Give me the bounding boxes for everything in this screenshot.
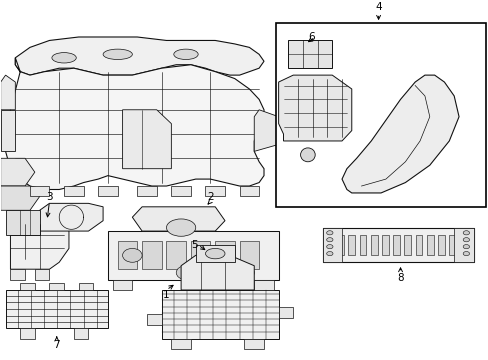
Text: 4: 4 <box>374 2 381 12</box>
Polygon shape <box>404 234 410 255</box>
Polygon shape <box>392 234 399 255</box>
Ellipse shape <box>176 266 195 280</box>
Ellipse shape <box>326 252 332 256</box>
Polygon shape <box>147 314 161 325</box>
Bar <box>276 23 485 207</box>
Polygon shape <box>381 234 388 255</box>
Polygon shape <box>359 234 366 255</box>
Polygon shape <box>278 307 293 318</box>
Polygon shape <box>35 269 49 280</box>
Polygon shape <box>10 221 69 269</box>
Polygon shape <box>5 58 264 189</box>
Polygon shape <box>288 40 331 68</box>
Polygon shape <box>5 290 108 328</box>
Ellipse shape <box>462 231 468 235</box>
Text: 1: 1 <box>163 290 169 300</box>
Polygon shape <box>108 231 278 280</box>
Polygon shape <box>171 338 190 349</box>
Ellipse shape <box>166 219 195 236</box>
Polygon shape <box>341 75 458 193</box>
Polygon shape <box>254 280 273 290</box>
Ellipse shape <box>173 49 198 59</box>
Polygon shape <box>415 234 422 255</box>
Polygon shape <box>30 186 49 197</box>
Polygon shape <box>142 242 161 269</box>
Polygon shape <box>205 186 224 197</box>
Polygon shape <box>254 110 278 151</box>
Polygon shape <box>453 228 473 262</box>
Polygon shape <box>278 75 351 141</box>
Ellipse shape <box>326 244 332 249</box>
Polygon shape <box>40 203 103 231</box>
Text: 5: 5 <box>191 240 198 250</box>
Polygon shape <box>347 234 354 255</box>
Polygon shape <box>239 186 259 197</box>
Polygon shape <box>20 283 35 290</box>
Polygon shape <box>0 186 40 210</box>
Polygon shape <box>426 234 433 255</box>
Polygon shape <box>322 228 341 262</box>
Polygon shape <box>118 242 137 269</box>
Polygon shape <box>239 242 259 269</box>
Ellipse shape <box>462 238 468 242</box>
Text: 6: 6 <box>308 32 315 42</box>
Ellipse shape <box>326 238 332 242</box>
Polygon shape <box>74 328 88 338</box>
Polygon shape <box>171 186 190 197</box>
Polygon shape <box>437 234 444 255</box>
Polygon shape <box>181 255 254 290</box>
Polygon shape <box>132 207 224 231</box>
Ellipse shape <box>462 244 468 249</box>
Polygon shape <box>166 242 185 269</box>
Text: 7: 7 <box>53 340 60 350</box>
Ellipse shape <box>462 252 468 256</box>
Polygon shape <box>5 210 40 234</box>
Polygon shape <box>448 234 455 255</box>
Polygon shape <box>137 186 157 197</box>
Polygon shape <box>10 269 25 280</box>
Polygon shape <box>15 37 264 75</box>
Polygon shape <box>336 234 343 255</box>
Ellipse shape <box>326 231 332 235</box>
Ellipse shape <box>300 148 315 162</box>
Polygon shape <box>244 338 264 349</box>
Text: 8: 8 <box>396 273 403 283</box>
Polygon shape <box>20 328 35 338</box>
Polygon shape <box>64 186 83 197</box>
Ellipse shape <box>122 248 142 262</box>
Polygon shape <box>0 110 15 151</box>
Text: 2: 2 <box>206 192 213 202</box>
Polygon shape <box>190 242 210 269</box>
Polygon shape <box>370 234 377 255</box>
Polygon shape <box>113 280 132 290</box>
Polygon shape <box>322 228 473 262</box>
Ellipse shape <box>234 266 254 280</box>
Polygon shape <box>0 75 15 110</box>
Polygon shape <box>0 158 35 186</box>
Polygon shape <box>122 110 171 169</box>
Ellipse shape <box>103 49 132 59</box>
Polygon shape <box>79 283 93 290</box>
Polygon shape <box>49 283 64 290</box>
Polygon shape <box>195 245 234 262</box>
Polygon shape <box>98 186 118 197</box>
Polygon shape <box>215 242 234 269</box>
Ellipse shape <box>52 53 76 63</box>
Text: 3: 3 <box>46 192 53 202</box>
Polygon shape <box>161 290 278 338</box>
Ellipse shape <box>205 248 224 259</box>
